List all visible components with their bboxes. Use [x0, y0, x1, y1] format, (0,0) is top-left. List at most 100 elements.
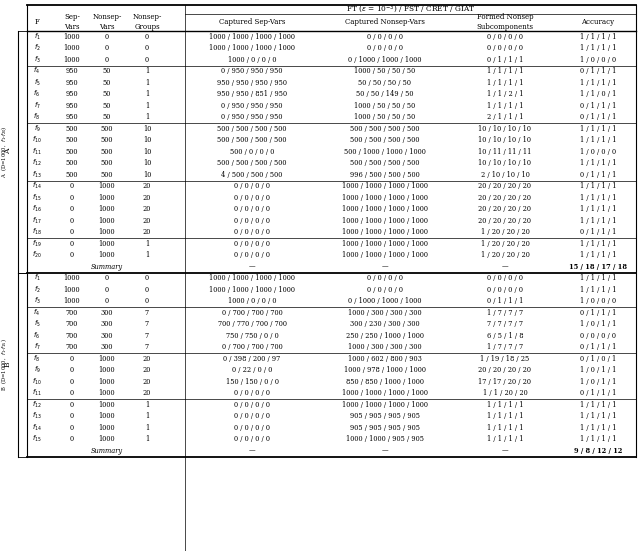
Text: 500 / 1000 / 1000 / 1000: 500 / 1000 / 1000 / 1000 [344, 148, 426, 156]
Text: 0 / 1 / 1 / 1: 0 / 1 / 1 / 1 [580, 343, 616, 351]
Text: 950: 950 [66, 114, 78, 121]
Text: 500: 500 [66, 159, 78, 168]
Text: 1: 1 [145, 90, 149, 98]
Text: 1 / 0 / 0 / 0: 1 / 0 / 0 / 0 [580, 56, 616, 64]
Text: 0: 0 [70, 355, 74, 363]
Text: 1000 / 1000 / 1000 / 1000: 1000 / 1000 / 1000 / 1000 [342, 217, 428, 225]
Text: $f_{4}$: $f_{4}$ [33, 66, 40, 77]
Text: 0: 0 [70, 401, 74, 409]
Text: 250 / 250 / 1000 / 1000: 250 / 250 / 1000 / 1000 [346, 332, 424, 340]
Text: 0: 0 [70, 378, 74, 386]
Text: $f_{3}$: $f_{3}$ [33, 296, 40, 306]
Text: Nonsep-
Groups: Nonsep- Groups [132, 13, 162, 31]
Text: 700 / 770 / 700 / 700: 700 / 770 / 700 / 700 [218, 320, 287, 328]
Text: $f_{7}$: $f_{7}$ [33, 342, 40, 352]
Text: $f_{16}$: $f_{16}$ [32, 204, 42, 214]
Text: 0 / 0 / 0 / 0: 0 / 0 / 0 / 0 [367, 286, 403, 294]
Text: 0 / 0 / 0 / 0: 0 / 0 / 0 / 0 [234, 228, 270, 236]
Text: 7: 7 [145, 332, 149, 340]
Text: 7: 7 [145, 320, 149, 328]
Text: 1000: 1000 [64, 274, 80, 282]
Text: 1000 / 1000 / 1000 / 1000: 1000 / 1000 / 1000 / 1000 [342, 206, 428, 213]
Text: 6 / 5 / 1 / 8: 6 / 5 / 1 / 8 [487, 332, 524, 340]
Text: 1 / 1 / 1 / 1: 1 / 1 / 1 / 1 [580, 194, 616, 202]
Text: 500: 500 [100, 148, 113, 156]
Text: 850 / 850 / 1000 / 1000: 850 / 850 / 1000 / 1000 [346, 378, 424, 386]
Text: $f_{11}$: $f_{11}$ [32, 388, 42, 398]
Text: 150 / 150 / 0 / 0: 150 / 150 / 0 / 0 [225, 378, 278, 386]
Text: 0 / 0 / 0 / 0: 0 / 0 / 0 / 0 [487, 44, 523, 52]
Text: 0: 0 [70, 217, 74, 225]
Text: 0 / 950 / 950 / 950: 0 / 950 / 950 / 950 [221, 67, 283, 75]
Text: 300: 300 [100, 332, 113, 340]
Text: 1 / 1 / 1 / 1: 1 / 1 / 1 / 1 [580, 44, 616, 52]
Text: Summary: Summary [91, 263, 123, 271]
Text: $f_{3}$: $f_{3}$ [33, 55, 40, 65]
Text: 0: 0 [70, 366, 74, 374]
Text: 0 / 1 / 1 / 1: 0 / 1 / 1 / 1 [487, 56, 523, 64]
Text: $f_{10}$: $f_{10}$ [32, 377, 42, 387]
Text: 1000 / 1000 / 1000 / 1000: 1000 / 1000 / 1000 / 1000 [342, 194, 428, 202]
Text: 1000 / 1000 / 905 / 905: 1000 / 1000 / 905 / 905 [346, 435, 424, 443]
Text: 700: 700 [66, 309, 78, 317]
Text: 1000 / 1000 / 1000 / 1000: 1000 / 1000 / 1000 / 1000 [209, 274, 295, 282]
Text: 500: 500 [100, 171, 113, 179]
Text: 1000: 1000 [99, 206, 115, 213]
Text: 0: 0 [70, 435, 74, 443]
Text: 0 / 0 / 0 / 0: 0 / 0 / 0 / 0 [234, 217, 270, 225]
Text: 50: 50 [103, 102, 111, 110]
Text: $f_{13}$: $f_{13}$ [32, 411, 42, 422]
Text: 0 / 0 / 0 / 0: 0 / 0 / 0 / 0 [234, 401, 270, 409]
Text: 0 / 1 / 1 / 1: 0 / 1 / 1 / 1 [580, 67, 616, 75]
Text: 10: 10 [143, 171, 151, 179]
Text: 0: 0 [70, 251, 74, 260]
Text: 0: 0 [105, 56, 109, 64]
Text: 300: 300 [100, 343, 113, 351]
Text: $f_{8}$: $f_{8}$ [33, 354, 40, 364]
Text: $f_{20}$: $f_{20}$ [32, 250, 42, 261]
Text: Sep-
Vars: Sep- Vars [64, 13, 80, 31]
Text: 7: 7 [145, 343, 149, 351]
Text: $f_{19}$: $f_{19}$ [32, 239, 42, 249]
Text: 1000 / 300 / 300 / 300: 1000 / 300 / 300 / 300 [348, 309, 422, 317]
Text: 1000 / 1000 / 1000 / 1000: 1000 / 1000 / 1000 / 1000 [342, 251, 428, 260]
Text: 0 / 950 / 950 / 950: 0 / 950 / 950 / 950 [221, 102, 283, 110]
Text: 9 / 8 / 12 / 12: 9 / 8 / 12 / 12 [574, 447, 622, 455]
Text: 1000 / 0 / 0 / 0: 1000 / 0 / 0 / 0 [228, 56, 276, 64]
Text: 1 / 1 / 1 / 1: 1 / 1 / 1 / 1 [580, 206, 616, 213]
Text: 1000 / 978 / 1000 / 1000: 1000 / 978 / 1000 / 1000 [344, 366, 426, 374]
Text: 0 / 700 / 700 / 700: 0 / 700 / 700 / 700 [221, 309, 282, 317]
Text: $f_{11}$: $f_{11}$ [32, 147, 42, 157]
Text: 0 / 0 / 0 / 0: 0 / 0 / 0 / 0 [234, 435, 270, 443]
Text: 500 / 500 / 500 / 500: 500 / 500 / 500 / 500 [350, 125, 420, 133]
Text: $f_{4}$: $f_{4}$ [33, 307, 40, 318]
Text: A: A [4, 149, 12, 154]
Text: 0 / 1 / 0 / 1: 0 / 1 / 0 / 1 [580, 355, 616, 363]
Text: 1 / 1 / 1 / 1: 1 / 1 / 1 / 1 [580, 33, 616, 41]
Text: 1000 / 50 / 50 / 50: 1000 / 50 / 50 / 50 [355, 67, 415, 75]
Text: 10 / 10 / 10 / 10: 10 / 10 / 10 / 10 [479, 136, 531, 144]
Text: $f_{1}$: $f_{1}$ [33, 31, 40, 42]
Text: A  (D=1000,  $f_1$-$f_{20}$): A (D=1000, $f_1$-$f_{20}$) [0, 126, 9, 178]
Text: 500: 500 [66, 148, 78, 156]
Text: 1 / 1 / 1 / 1: 1 / 1 / 1 / 1 [580, 274, 616, 282]
Text: 0: 0 [70, 194, 74, 202]
Text: 1 / 7 / 7 / 7: 1 / 7 / 7 / 7 [487, 343, 523, 351]
Text: 1: 1 [145, 114, 149, 121]
Text: $f_{17}$: $f_{17}$ [32, 215, 42, 226]
Text: 1000: 1000 [99, 366, 115, 374]
Text: 50 / 50 / 149 / 50: 50 / 50 / 149 / 50 [356, 90, 413, 98]
Text: 20 / 20 / 20 / 20: 20 / 20 / 20 / 20 [479, 366, 531, 374]
Text: 0: 0 [70, 389, 74, 397]
Text: —: — [249, 447, 255, 455]
Text: 500 / 500 / 500 / 500: 500 / 500 / 500 / 500 [350, 159, 420, 168]
Text: 0: 0 [145, 33, 149, 41]
Text: 500: 500 [66, 136, 78, 144]
Text: 0 / 1 / 1 / 1: 0 / 1 / 1 / 1 [580, 228, 616, 236]
Text: 1 / 1 / 1 / 1: 1 / 1 / 1 / 1 [580, 435, 616, 443]
Text: 50: 50 [103, 90, 111, 98]
Text: 20: 20 [143, 355, 151, 363]
Text: 1000 / 1000 / 1000 / 1000: 1000 / 1000 / 1000 / 1000 [342, 182, 428, 190]
Text: 1 / 1 / 1 / 1: 1 / 1 / 1 / 1 [580, 412, 616, 420]
Text: 1 / 7 / 7 / 7: 1 / 7 / 7 / 7 [487, 309, 523, 317]
